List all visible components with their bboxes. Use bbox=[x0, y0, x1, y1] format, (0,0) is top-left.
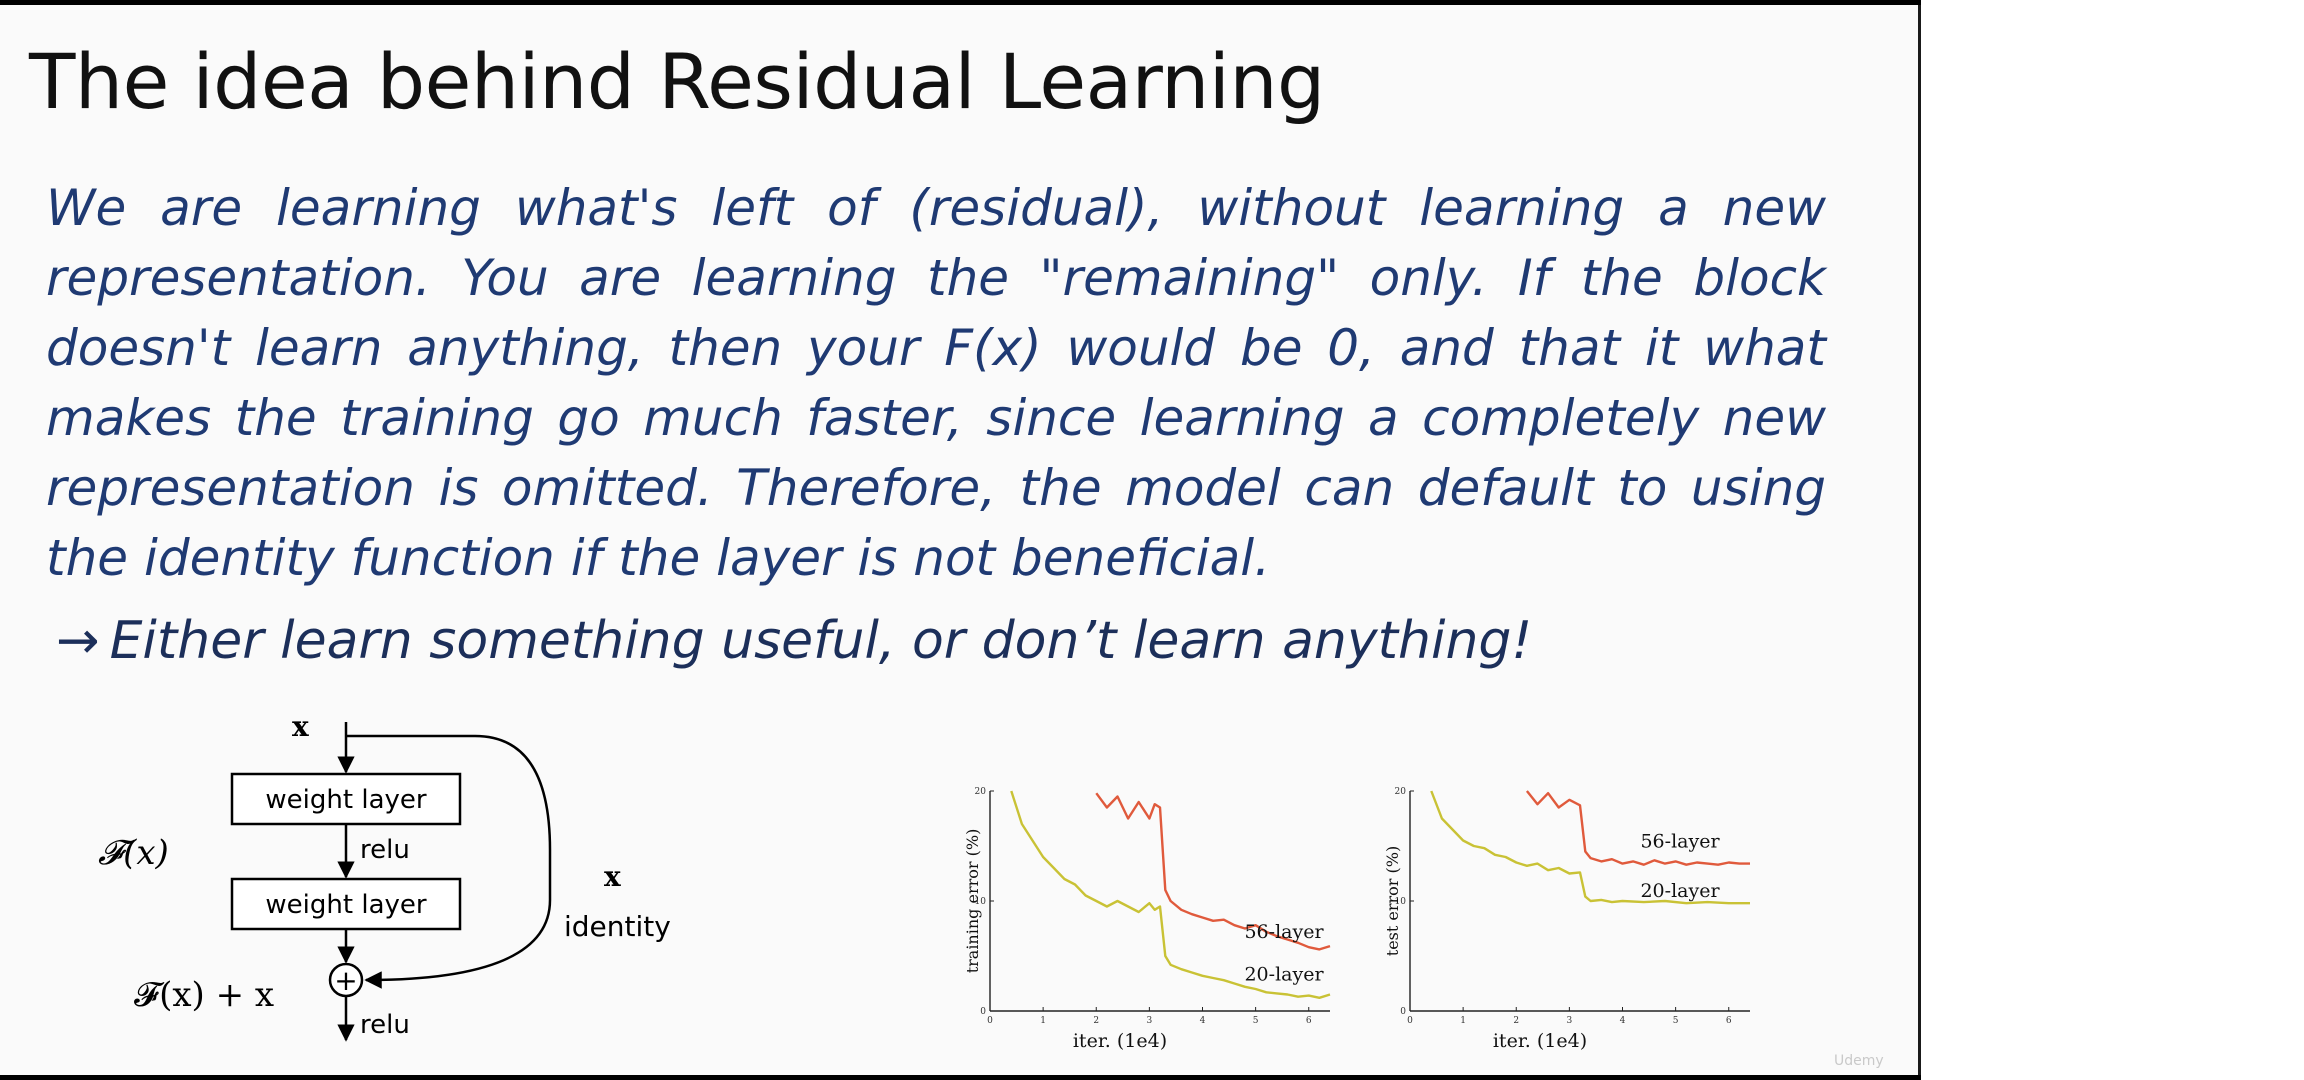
series-line-20-layer bbox=[1430, 790, 1750, 905]
residual-block-diagram: x weight layer relu 𝓕(x) weight layer + … bbox=[98, 710, 671, 1042]
weight-layer-2-box bbox=[230, 877, 462, 931]
x-tick-label: 2 bbox=[1513, 1016, 1519, 1026]
fx-label: 𝓕(x) bbox=[98, 833, 169, 873]
slide-right-edge bbox=[1918, 5, 1921, 1075]
relu-2-label: relu bbox=[360, 1010, 410, 1040]
weight-layer-1-label: weight layer bbox=[265, 785, 426, 815]
sum-label: 𝓕(x) + x bbox=[134, 975, 274, 1015]
x-tick-label: 5 bbox=[1673, 1016, 1679, 1026]
slide-body-text: We are learning what's left of (residual… bbox=[46, 179, 1826, 587]
top-letterbox-bar bbox=[0, 0, 1921, 5]
y-axis-label: test error (%) bbox=[1383, 846, 1402, 956]
y-tick-label: 0 bbox=[1400, 1007, 1406, 1017]
identity-x-label: x bbox=[604, 860, 621, 893]
training-error-plot: 0 1 2 3 4 5 6 0 10 20 iter. (1e4) training error (%… bbox=[963, 787, 1331, 1052]
x-tick-label: 5 bbox=[1253, 1016, 1259, 1026]
right-arrow-icon: → bbox=[56, 611, 100, 671]
y-tick-label: 10 bbox=[1395, 897, 1407, 907]
series-line-56-layer bbox=[1525, 790, 1750, 866]
series-label-20-layer: 20-layer bbox=[1640, 880, 1720, 902]
plus-symbol: + bbox=[334, 964, 357, 997]
x-axis-label: iter. (1e4) bbox=[1493, 1030, 1587, 1052]
input-x-label: x bbox=[292, 710, 309, 743]
y-tick-label: 20 bbox=[1395, 787, 1407, 797]
udemy-watermark: Udemy bbox=[1834, 1053, 1884, 1069]
relu-1-label: relu bbox=[360, 835, 410, 865]
y-axis-label: training error (%) bbox=[963, 829, 982, 974]
y-tick-label: 20 bbox=[975, 787, 987, 797]
slide-takeaway: → Either learn something useful, or don’t… bbox=[56, 611, 1532, 671]
weight-layer-2-label: weight layer bbox=[265, 890, 426, 920]
test-error-plot: 0 1 2 3 4 5 6 0 10 20 iter. (1e4) test error (%) 56-… bbox=[1383, 787, 1750, 1052]
x-tick-label: 1 bbox=[1460, 1016, 1466, 1026]
bottom-letterbox-bar bbox=[0, 1075, 1921, 1080]
series-line-20-layer bbox=[1010, 790, 1331, 1000]
series-line-56-layer bbox=[1095, 792, 1331, 951]
x-tick-label: 4 bbox=[1620, 1016, 1626, 1026]
identity-skip-connection bbox=[346, 734, 552, 989]
takeaway-text: Either learn something useful, or don’t … bbox=[109, 611, 1533, 671]
y-tick-label: 10 bbox=[975, 897, 987, 907]
x-tick-label: 0 bbox=[987, 1016, 993, 1026]
y-tick-label: 0 bbox=[980, 1007, 986, 1017]
series-label-56-layer: 56-layer bbox=[1640, 831, 1720, 853]
x-tick-label: 1 bbox=[1040, 1016, 1046, 1026]
slide: The idea behind Residual Learning We are… bbox=[0, 5, 1918, 1075]
series-label-56-layer: 56-layer bbox=[1244, 921, 1324, 943]
x-axis-label: iter. (1e4) bbox=[1073, 1030, 1167, 1052]
identity-label: identity bbox=[564, 910, 671, 943]
x-tick-label: 3 bbox=[1147, 1016, 1153, 1026]
x-tick-label: 3 bbox=[1567, 1016, 1573, 1026]
x-tick-label: 4 bbox=[1200, 1016, 1206, 1026]
x-tick-label: 0 bbox=[1407, 1016, 1413, 1026]
series-label-20-layer: 20-layer bbox=[1244, 964, 1324, 986]
x-tick-label: 6 bbox=[1726, 1016, 1732, 1026]
slide-title: The idea behind Residual Learning bbox=[29, 37, 1325, 126]
x-tick-label: 6 bbox=[1306, 1016, 1312, 1026]
x-tick-label: 2 bbox=[1093, 1016, 1099, 1026]
